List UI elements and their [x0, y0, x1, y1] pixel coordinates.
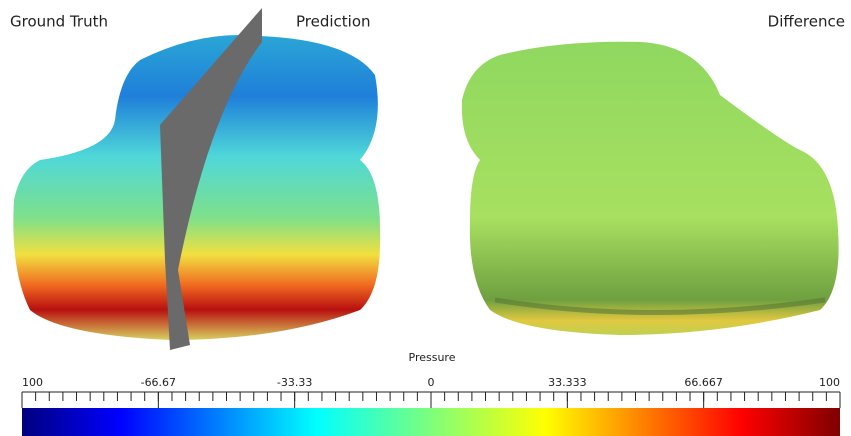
colorbar-title: Pressure [409, 351, 456, 364]
panel-title: Difference [768, 13, 845, 31]
panel-title: Prediction [296, 13, 371, 31]
tick-label: 66.667 [684, 376, 723, 389]
tick-label: 0 [428, 376, 435, 389]
tick-label: 100 [819, 376, 840, 389]
figure: Ground Truth Prediction Difference Press… [0, 0, 851, 436]
car-difference [462, 42, 839, 335]
tick-label: 33.333 [548, 376, 587, 389]
tick-label: -33.33 [277, 376, 312, 389]
screenshot: Ground Truth Prediction Difference Press… [0, 0, 851, 436]
tick-label: -66.67 [141, 376, 176, 389]
panel-title: Ground Truth [10, 13, 108, 31]
colorbar [22, 408, 840, 436]
tick-label: 100 [22, 376, 43, 389]
